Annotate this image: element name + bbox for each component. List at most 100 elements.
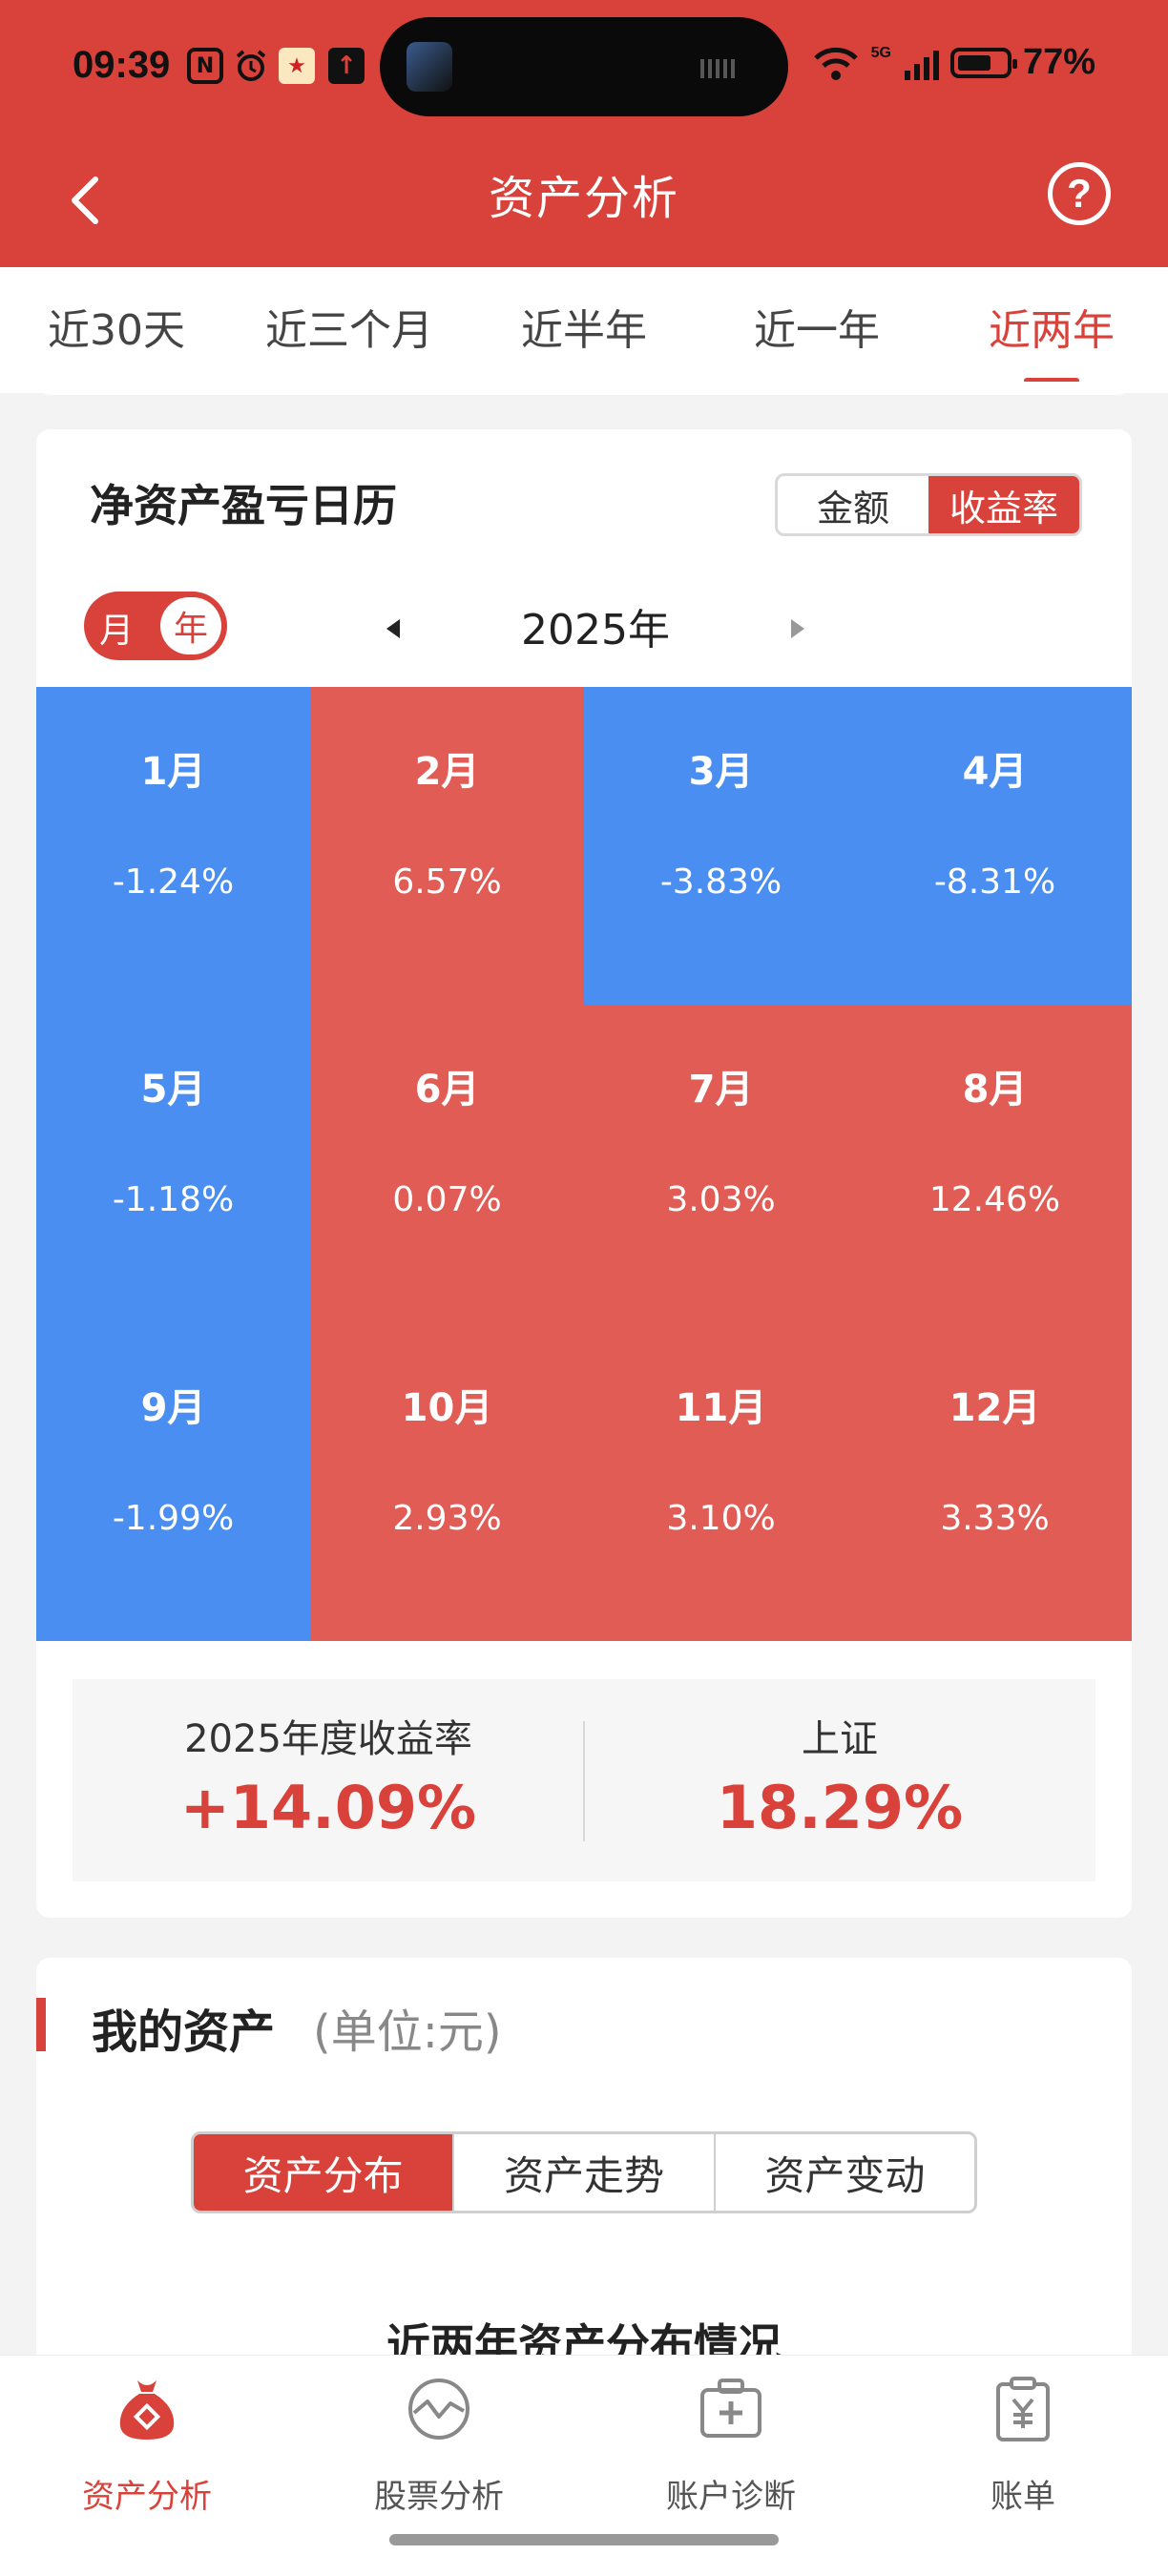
help-button[interactable]: ?	[1048, 162, 1111, 225]
header-bar: 09:39 N ★ ↑ 5G 77% 资产分析 ?	[0, 0, 1168, 267]
wifi-icon	[812, 45, 860, 81]
tab-30-days[interactable]: 近30天	[0, 267, 233, 393]
nav-label: 股票分析	[374, 2478, 504, 2516]
month-name: 10月	[401, 1385, 493, 1430]
section-accent-bar	[36, 1998, 46, 2051]
tab-asset-distribution[interactable]: 资产分布	[194, 2134, 453, 2211]
tab-label: 近30天	[48, 306, 185, 355]
tab-label: 近两年	[989, 306, 1115, 355]
battery-icon	[949, 47, 1017, 78]
month-return: 2.93%	[392, 1498, 502, 1538]
month-return: 0.07%	[392, 1180, 502, 1220]
month-name: 9月	[140, 1385, 206, 1430]
nfc-icon: N	[187, 48, 223, 84]
month-name: 4月	[962, 750, 1028, 794]
alarm-icon	[233, 48, 269, 84]
period-tabs: 近30天 近三个月 近半年 近一年 近两年	[0, 267, 1168, 393]
year-option[interactable]: 年	[160, 597, 221, 654]
assets-tabs: 资产分布 资产走势 资产变动	[191, 2131, 977, 2213]
tab-2-years[interactable]: 近两年	[935, 267, 1168, 393]
assets-title: 我的资产	[92, 2005, 276, 2059]
nav-label: 资产分析	[82, 2478, 212, 2516]
bill-icon	[996, 2377, 1050, 2441]
month-return: -8.31%	[933, 862, 1056, 902]
amount-option[interactable]: 金额	[816, 487, 889, 530]
nav-stock-analysis[interactable]: 股票分析	[334, 2375, 544, 2518]
month-return: 3.03%	[666, 1180, 776, 1220]
year-label: 2025年	[521, 606, 670, 654]
annual-return: 2025年度收益率 +14.09%	[73, 1679, 584, 1881]
status-right: 5G 77%	[812, 42, 1095, 83]
month-option[interactable]: 月	[99, 612, 135, 651]
month-cell[interactable]: 3月 -3.83%	[584, 687, 858, 1006]
period-card-edge	[36, 382, 1132, 395]
month-cell[interactable]: 9月 -1.99%	[36, 1322, 310, 1641]
rate-option[interactable]: 收益率	[928, 476, 1079, 533]
dynamic-island[interactable]	[380, 17, 788, 116]
month-return: -1.99%	[112, 1498, 235, 1538]
month-cell[interactable]: 2月 6.57%	[310, 687, 584, 1006]
tab-asset-trend[interactable]: 资产走势	[452, 2134, 713, 2211]
month-name: 11月	[675, 1385, 767, 1430]
month-cell[interactable]: 12月 3.33%	[858, 1322, 1132, 1641]
home-indicator[interactable]	[389, 2534, 779, 2545]
prev-year-button[interactable]	[370, 605, 418, 653]
stock-chart-icon	[408, 2379, 469, 2440]
nav-bill[interactable]: 账单	[918, 2375, 1128, 2518]
next-year-button[interactable]	[773, 605, 821, 653]
month-name: 3月	[688, 750, 754, 794]
month-cell[interactable]: 4月 -8.31%	[858, 687, 1132, 1006]
month-name: 8月	[962, 1068, 1028, 1112]
month-year-toggle[interactable]: 月 年	[84, 592, 227, 660]
nav-label: 账户诊断	[666, 2478, 796, 2516]
month-cell[interactable]: 6月 0.07%	[310, 1005, 584, 1323]
month-return: 3.33%	[940, 1498, 1050, 1538]
tab-asset-changes[interactable]: 资产变动	[713, 2134, 974, 2211]
month-name: 12月	[949, 1385, 1041, 1430]
month-cell[interactable]: 1月 -1.24%	[36, 687, 310, 1006]
month-cell[interactable]: 8月 12.46%	[858, 1005, 1132, 1323]
active-tab-indicator	[1024, 378, 1079, 384]
month-cell[interactable]: 11月 3.10%	[584, 1322, 858, 1641]
audio-wave-icon	[700, 59, 739, 78]
nav-account-diagnosis[interactable]: 账户诊断	[626, 2375, 836, 2518]
mode-segmented-control: 金额 收益率	[775, 473, 1082, 536]
tab-label: 近一年	[754, 306, 880, 355]
chevron-left-icon	[72, 177, 98, 224]
back-button[interactable]	[48, 162, 124, 239]
tab-label: 近三个月	[265, 306, 433, 355]
page-title: 资产分析	[488, 172, 679, 225]
tab-label: 近半年	[521, 306, 647, 355]
divider	[583, 1721, 585, 1841]
index-return: 上证 18.29%	[584, 1679, 1095, 1881]
signal-icon	[904, 46, 939, 80]
caret-left-icon	[386, 619, 400, 638]
pnl-calendar-card: 净资产盈亏日历 金额 收益率 月 年 2025年 1月 -1.24% 2月 6.57%…	[36, 429, 1132, 1918]
month-name: 6月	[414, 1068, 480, 1112]
month-cell[interactable]: 10月 2.93%	[310, 1322, 584, 1641]
caret-right-icon	[791, 619, 804, 638]
month-name: 1月	[140, 750, 206, 794]
month-name: 2月	[414, 750, 480, 794]
tab-6-months[interactable]: 近半年	[468, 267, 700, 393]
question-icon: ?	[1067, 171, 1092, 216]
month-return: 6.57%	[392, 862, 502, 902]
annual-return-label: 2025年度收益率	[184, 1717, 472, 1761]
month-return: 12.46%	[928, 1180, 1061, 1220]
nav-bar: 资产分析 ?	[0, 134, 1168, 267]
tab-3-months[interactable]: 近三个月	[233, 267, 466, 393]
month-return: -1.24%	[112, 862, 235, 902]
nav-asset-analysis[interactable]: 资产分析	[42, 2375, 252, 2518]
month-return: -3.83%	[659, 862, 782, 902]
assets-unit: (单位:元)	[313, 2005, 502, 2059]
money-bag-icon	[119, 2380, 175, 2440]
status-time: 09:39	[73, 44, 171, 86]
network-type: 5G	[870, 44, 891, 61]
media-thumbnail-icon	[407, 42, 452, 92]
annual-return-value: +14.09%	[179, 1773, 477, 1842]
tab-1-year[interactable]: 近一年	[700, 267, 933, 393]
battery-percent: 77%	[1022, 42, 1095, 82]
month-cell[interactable]: 7月 3.03%	[584, 1005, 858, 1323]
month-grid: 1月 -1.24% 2月 6.57% 3月 -3.83% 4月 -8.31% 5月 -1.18% 6…	[36, 687, 1132, 1641]
month-cell[interactable]: 5月 -1.18%	[36, 1005, 310, 1323]
